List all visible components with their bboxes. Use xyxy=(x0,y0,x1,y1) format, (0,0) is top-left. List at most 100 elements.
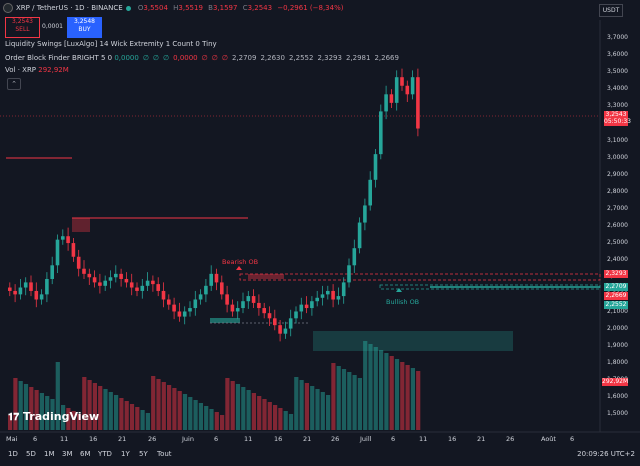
candle xyxy=(246,296,251,302)
time-axis-label: 21 xyxy=(477,435,486,443)
price-axis-label: 2,4000 xyxy=(607,256,628,264)
timeframe-button-5d[interactable]: 5D xyxy=(26,450,36,458)
volume-bar xyxy=(379,350,384,430)
spread-value: 0,0001 xyxy=(42,23,63,30)
price-tag-2-2709: 2,2709 xyxy=(604,283,628,291)
timeframe-button-1m[interactable]: 1M xyxy=(44,450,55,458)
indicator-volume[interactable]: Vol · XRP 292,92M xyxy=(5,66,69,74)
volume-bar xyxy=(119,398,124,430)
timeframe-button-1y[interactable]: 1Y xyxy=(121,450,130,458)
sell-button[interactable]: 3,2543 SELL xyxy=(5,17,40,38)
candle xyxy=(145,280,150,286)
price-axis-label: 1,8000 xyxy=(607,358,628,366)
volume-bar xyxy=(135,407,140,430)
support-zone xyxy=(313,331,513,351)
indicator-liquidity-swings[interactable]: Liquidity Swings [LuxAlgo] 14 Wick Extre… xyxy=(5,40,217,48)
symbol-title[interactable]: XRP / TetherUS · 1D · BINANCE xyxy=(16,4,123,12)
currency-select[interactable]: USDT xyxy=(599,4,623,17)
ob-title: Order Block Finder BRIGHT 5 0 xyxy=(5,54,113,62)
time-axis-label: 6 xyxy=(33,435,38,443)
volume-bar xyxy=(167,385,172,430)
time-axis-label: Juill xyxy=(360,435,372,443)
volume-bar xyxy=(188,397,193,430)
time-axis-label: 16 xyxy=(448,435,457,443)
ob-value: 2,3293 xyxy=(317,54,342,62)
candle xyxy=(23,282,28,288)
volume-bar xyxy=(389,356,394,430)
volume-histogram xyxy=(8,341,421,430)
volume-bar xyxy=(98,386,103,430)
volume-bar xyxy=(23,384,29,430)
open-value: 3,5504 xyxy=(143,4,168,12)
buy-button[interactable]: 3,2548 BUY xyxy=(67,17,102,38)
price-axis-label: 3,5000 xyxy=(607,68,628,76)
buy-price: 3,2548 xyxy=(74,18,95,25)
price-tag-2-2669: 2,2669 xyxy=(604,292,628,300)
volume-bar xyxy=(294,377,299,430)
time-axis-label: 16 xyxy=(89,435,98,443)
xrp-logo-icon xyxy=(3,3,13,13)
volume-bar xyxy=(172,388,177,430)
clock[interactable]: 20:09:26 UTC+2 xyxy=(577,450,635,458)
volume-bar xyxy=(129,404,135,430)
volume-bar xyxy=(347,372,352,430)
volume-bar xyxy=(352,375,357,430)
indicator-order-block-finder[interactable]: Order Block Finder BRIGHT 5 0 0,0000 ∅ ∅ ∅ 0… xyxy=(5,54,403,62)
candle xyxy=(204,285,208,295)
time-axis-label: 26 xyxy=(148,435,157,443)
price-axis-label: 1,5000 xyxy=(607,410,628,418)
last-price-tag-value: 3,2543 xyxy=(605,111,627,118)
liquidity-zone xyxy=(72,218,90,232)
volume-bar xyxy=(416,371,421,430)
time-axis-label: 11 xyxy=(244,435,253,443)
volume-bar xyxy=(182,394,188,430)
timeframe-button-1d[interactable]: 1D xyxy=(8,450,18,458)
candle xyxy=(241,301,245,309)
time-axis-label: 11 xyxy=(60,435,69,443)
ob-value: 0,0000 xyxy=(173,54,198,62)
volume-bar xyxy=(405,365,410,430)
price-axis-label: 1,6000 xyxy=(607,393,628,401)
volume-bar xyxy=(230,381,235,430)
candle xyxy=(124,278,129,283)
candle xyxy=(379,111,383,155)
candle xyxy=(352,248,357,266)
timeframe-button-5y[interactable]: 5Y xyxy=(139,450,148,458)
tradingview-logo[interactable]: 𝟏𝟕 TradingView xyxy=(8,410,99,423)
collapse-indicators-button[interactable]: ⌃ xyxy=(7,78,21,90)
volume-tag: 292,92M xyxy=(602,378,629,386)
candle xyxy=(273,318,277,326)
candle xyxy=(235,308,240,312)
timeframe-button-3m[interactable]: 3M xyxy=(62,450,73,458)
candle xyxy=(18,287,23,295)
volume-bar xyxy=(373,347,378,430)
volume-bar xyxy=(331,363,336,430)
time-axis-label: 6 xyxy=(391,435,396,443)
candle xyxy=(416,77,420,129)
timeframe-button-tout[interactable]: Tout xyxy=(157,450,172,458)
volume-value: 292,92M xyxy=(38,66,69,74)
timeframe-button-ytd[interactable]: YTD xyxy=(98,450,112,458)
time-axis-label: Juin xyxy=(182,435,194,443)
price-axis-label: 3,7000 xyxy=(607,34,628,41)
volume-bar xyxy=(156,379,161,430)
ob-value: 2,2630 xyxy=(260,54,285,62)
candle xyxy=(394,77,399,103)
price-axis-label: 3,3000 xyxy=(607,102,628,110)
candle xyxy=(129,282,134,288)
candle xyxy=(71,243,76,257)
ob-value: ∅ xyxy=(211,54,218,62)
candle xyxy=(357,222,362,249)
price-axis-label: 2,6000 xyxy=(607,222,628,230)
volume-bar xyxy=(315,389,320,430)
candle xyxy=(336,296,341,300)
candle xyxy=(103,280,107,286)
candle xyxy=(61,236,65,240)
volume-bar xyxy=(71,411,76,430)
timeframe-button-6m[interactable]: 6M xyxy=(80,450,91,458)
volume-bar xyxy=(87,380,92,430)
volume-bar xyxy=(103,389,108,430)
ob-value: 2,2709 xyxy=(231,54,257,62)
volume-bar xyxy=(384,353,389,430)
